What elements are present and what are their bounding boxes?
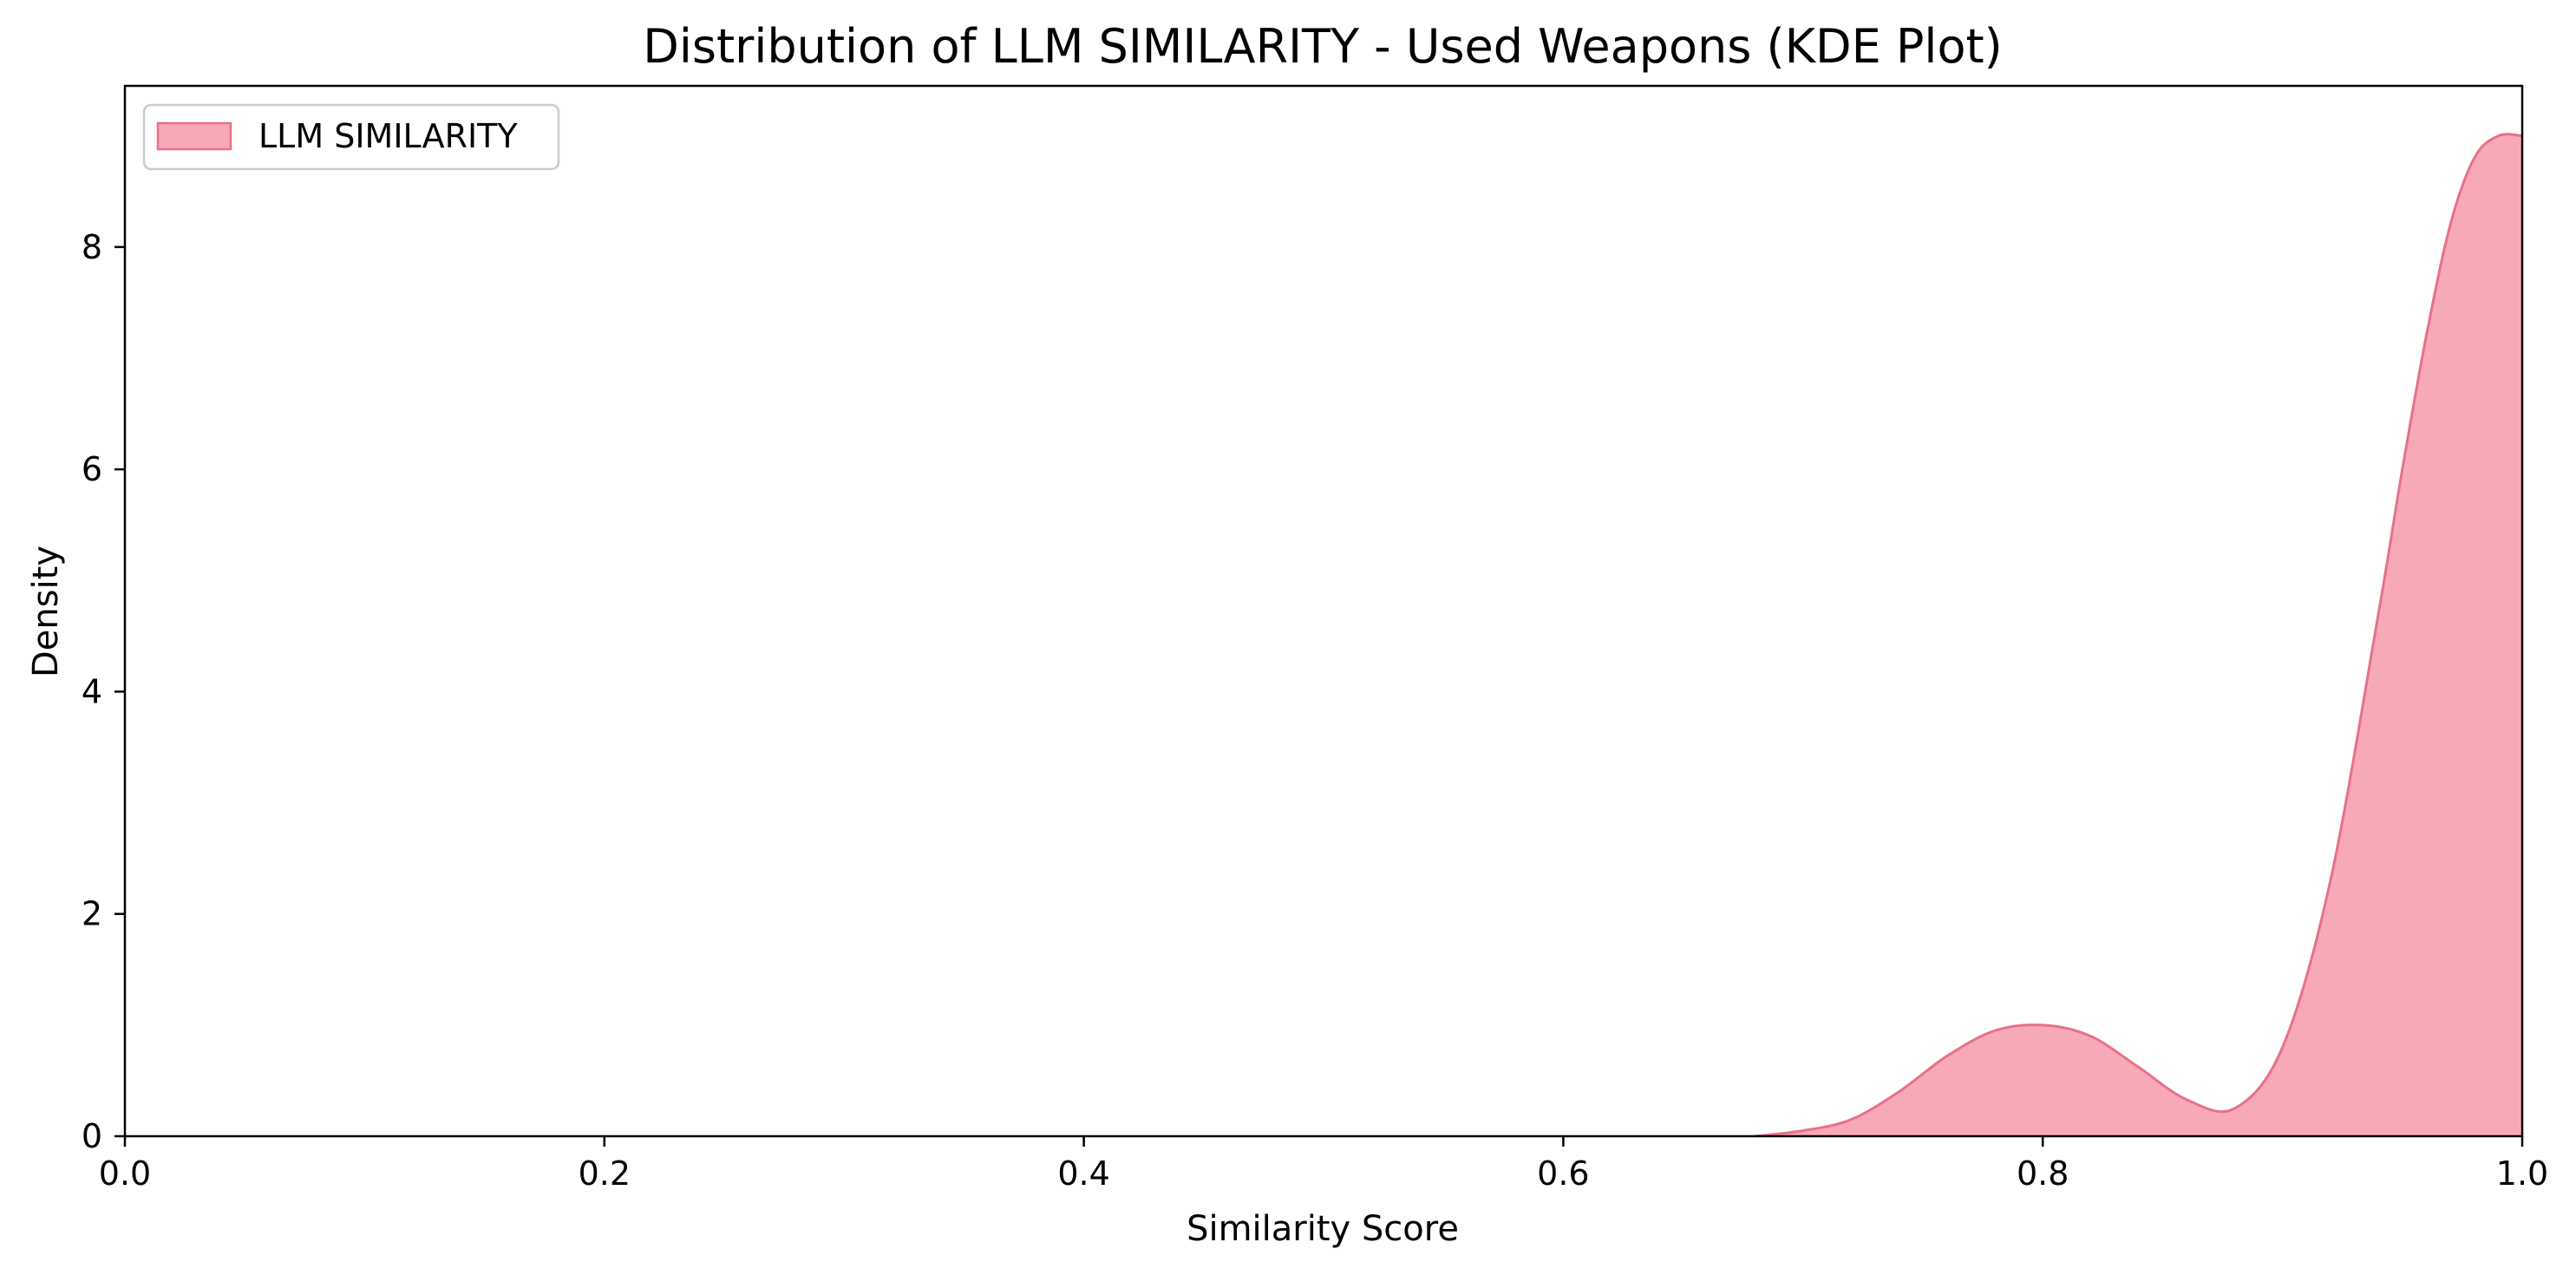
x-axis: 0.0 0.2 0.4 0.6 0.8 1.0: [99, 1136, 2548, 1193]
y-axis-label: Density: [26, 546, 66, 677]
y-tick-label: 2: [82, 895, 102, 933]
x-tick-label: 0.0: [99, 1154, 151, 1193]
chart-title: Distribution of LLM SIMILARITY - Used We…: [643, 19, 2002, 74]
kde-curve-line: [1755, 133, 2523, 1138]
x-tick-label: 0.8: [2017, 1154, 2069, 1193]
legend-swatch: [156, 121, 232, 151]
x-tick-label: 0.6: [1537, 1154, 1589, 1193]
x-tick-label: 0.4: [1057, 1154, 1109, 1193]
y-tick-label: 6: [82, 450, 102, 488]
x-tick-label: 1.0: [2496, 1154, 2548, 1193]
legend: LLM SIMILARITY: [142, 103, 560, 171]
x-tick-label: 0.2: [579, 1154, 631, 1193]
plot-area: [1755, 133, 2523, 1138]
y-axis: 0 2 4 6 8: [82, 228, 125, 1155]
y-tick-label: 0: [82, 1117, 102, 1155]
legend-label-llm-similarity: LLM SIMILARITY: [258, 117, 518, 155]
x-axis-label: Similarity Score: [1187, 1209, 1459, 1249]
legend-box: [142, 103, 560, 171]
plot-frame: [123, 84, 2524, 1138]
y-tick-label: 8: [82, 228, 102, 266]
y-tick-label: 4: [82, 672, 102, 710]
